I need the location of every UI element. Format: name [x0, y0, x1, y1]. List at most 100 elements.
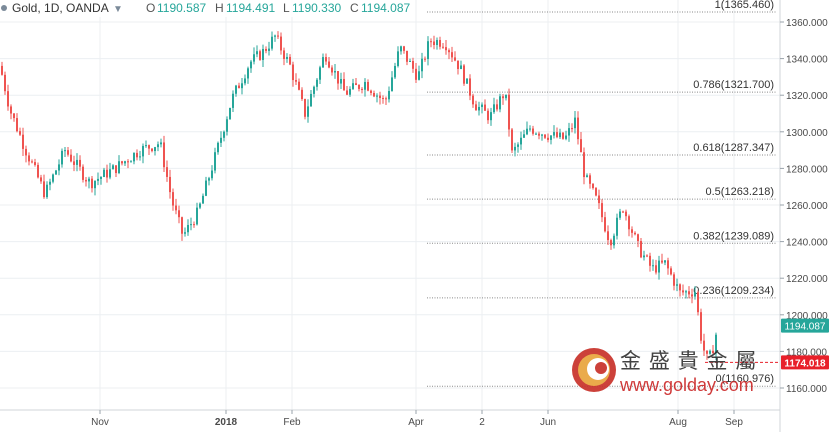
- candle-body: [97, 178, 99, 181]
- candle-body: [334, 71, 336, 73]
- low-label: L: [283, 1, 290, 15]
- candle-body: [274, 35, 276, 37]
- close-label: C: [350, 1, 359, 15]
- candle-body: [577, 117, 579, 140]
- fibonacci-retracement[interactable]: 1(1365.460) 0.786(1321.700) 0.618(1287.347…: [427, 0, 777, 387]
- candle-body: [25, 148, 27, 156]
- candle-body: [673, 274, 675, 286]
- candle-body: [607, 231, 609, 241]
- y-tick-label: 1200.000: [786, 311, 828, 322]
- candle-body: [628, 216, 630, 230]
- candle-body: [664, 260, 666, 263]
- candle-body: [91, 178, 93, 189]
- candle-body: [610, 240, 612, 246]
- candle-body: [298, 81, 300, 90]
- candle-body: [430, 41, 432, 43]
- candle-body: [172, 192, 174, 206]
- candle-body: [433, 41, 435, 46]
- candle-body: [346, 90, 348, 95]
- candle-body: [523, 134, 525, 138]
- candle-body: [658, 260, 660, 273]
- y-tick-label: 1180.000: [786, 347, 827, 358]
- candle-body: [412, 61, 414, 69]
- candle-body: [28, 155, 30, 162]
- candle-body: [46, 184, 48, 198]
- candle-body: [289, 56, 291, 65]
- candle-body: [688, 291, 690, 295]
- candle-body: [415, 68, 417, 80]
- candle-body: [472, 95, 474, 105]
- candle-body: [502, 96, 504, 99]
- candle-body: [703, 340, 705, 351]
- chevron-down-icon[interactable]: ▼: [113, 4, 123, 15]
- candle-body: [418, 71, 420, 80]
- candle-body: [640, 241, 642, 258]
- candle-body: [103, 169, 105, 177]
- candle-body: [154, 147, 156, 152]
- candle-body: [622, 211, 624, 213]
- y-tick-label: 1160.000: [786, 384, 827, 395]
- candle-body: [163, 142, 165, 168]
- candle-body: [283, 50, 285, 60]
- candle-body: [541, 134, 543, 136]
- candle-body: [292, 64, 294, 81]
- candle-body: [310, 93, 312, 107]
- candle-body: [715, 334, 717, 354]
- candle-body: [586, 175, 588, 178]
- candle-body: [301, 89, 303, 100]
- candle-body: [181, 217, 183, 234]
- candle-body: [169, 176, 171, 193]
- watermark-chinese-text: 金 盛 貴 金 屬: [620, 350, 757, 373]
- dot-icon: [1, 5, 7, 11]
- time-axis[interactable]: Nov 2018 Feb Apr 2 Jun Aug Sep: [91, 410, 743, 428]
- candle-body: [685, 291, 687, 293]
- candle-body: [79, 159, 81, 167]
- candle-body: [319, 67, 321, 80]
- y-tick-label: 1300.000: [786, 128, 828, 139]
- candle-body: [190, 224, 192, 226]
- y-tick-label: 1280.000: [786, 164, 828, 175]
- candle-body: [631, 229, 633, 233]
- candle-body: [31, 161, 33, 163]
- x-tick-label: Aug: [669, 417, 687, 428]
- candle-body: [337, 71, 339, 84]
- candle-body: [70, 154, 72, 162]
- high-label: H: [215, 1, 224, 15]
- candle-body: [652, 265, 654, 267]
- candle-body: [520, 137, 522, 145]
- candle-body: [544, 134, 546, 138]
- candle-body: [592, 183, 594, 189]
- candle-body: [49, 181, 51, 185]
- candle-body: [304, 99, 306, 117]
- candle-body: [64, 150, 66, 152]
- candle-body: [160, 142, 162, 145]
- candle-body: [16, 118, 18, 132]
- candle-body: [457, 60, 459, 70]
- candle-body: [58, 164, 60, 171]
- candle-body: [205, 180, 207, 196]
- candle-body: [268, 48, 270, 51]
- marker-price-label: 1174.018: [784, 358, 826, 369]
- x-tick-label: Jun: [540, 417, 556, 428]
- candle-body: [106, 169, 108, 178]
- candle-body: [367, 81, 369, 91]
- symbol-title[interactable]: Gold, 1D, OANDA: [12, 1, 109, 15]
- candle-body: [265, 48, 267, 51]
- candle-body: [211, 170, 213, 179]
- candle-body: [202, 195, 204, 204]
- candle-body: [409, 61, 411, 63]
- price-axis[interactable]: 1160.000 1180.000 1200.000 1220.000 1240.000…: [780, 18, 828, 395]
- candle-body: [13, 113, 15, 119]
- candle-body: [22, 134, 24, 149]
- candle-body: [247, 68, 249, 79]
- candle-body: [55, 170, 57, 175]
- candle-body: [229, 107, 231, 120]
- candle-body: [505, 94, 507, 99]
- candle-body: [175, 205, 177, 211]
- candle-body: [43, 181, 45, 198]
- candle-body: [448, 50, 450, 53]
- candle-body: [112, 165, 114, 170]
- candle-body: [583, 152, 585, 178]
- candle-body: [670, 268, 672, 275]
